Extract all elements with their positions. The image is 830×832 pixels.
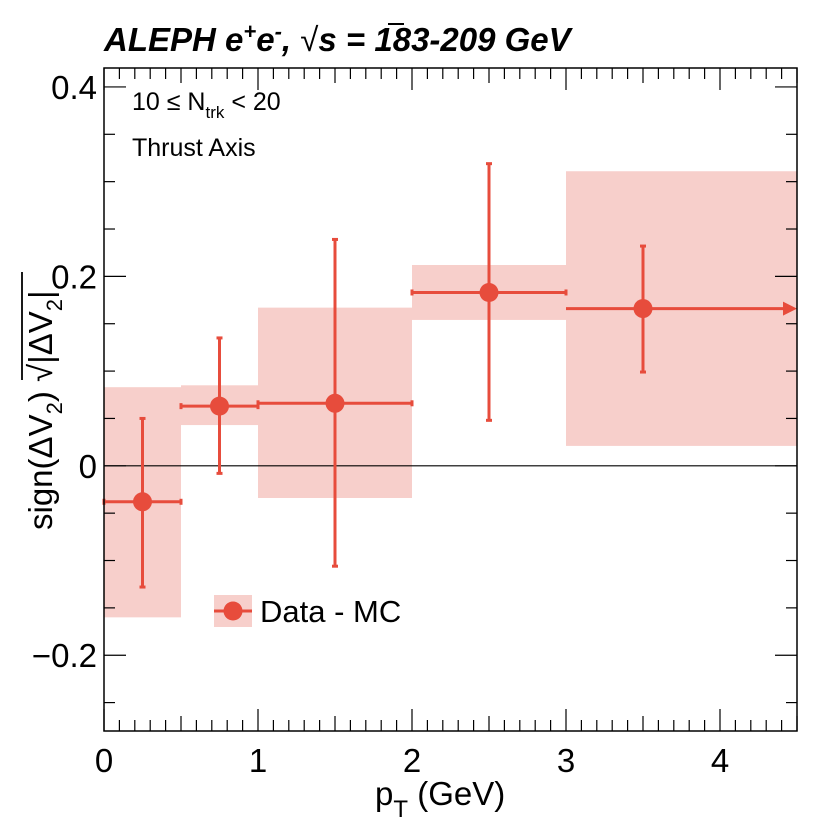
- ylabel-sign: sign(ΔV: [22, 414, 59, 530]
- title-sqrt: √: [300, 21, 319, 58]
- x-tick-label: 3: [557, 742, 575, 779]
- plot-frame: [103, 67, 798, 732]
- y-tick-label: 0.4: [51, 69, 97, 106]
- title-energy: = 183-209 GeV: [346, 21, 574, 58]
- ylabel-sub: 2: [42, 402, 67, 414]
- x-tick-label: 4: [711, 742, 729, 779]
- x-tick-label: 0: [95, 742, 113, 779]
- x-error-arrow-4: [783, 301, 797, 316]
- data-point-3: [479, 282, 499, 302]
- y-tick-label: 0: [79, 448, 97, 485]
- title-experiment: ALEPH: [103, 21, 217, 58]
- ylabel-abs: |ΔV: [22, 311, 59, 364]
- axis-ticks: [103, 68, 798, 731]
- xlabel-unit: (GeV): [417, 775, 505, 812]
- x-tick-label: 2: [403, 742, 421, 779]
- data-point-0: [133, 492, 152, 512]
- xlabel-sub: T: [393, 796, 408, 823]
- x-tick-label: 1: [249, 742, 267, 779]
- ntrk-sub: trk: [205, 103, 224, 122]
- x-axis-label: pT (GeV): [375, 775, 505, 823]
- y-tick-label: −0.2: [32, 637, 97, 674]
- ylabel-sqrt: √: [22, 363, 59, 382]
- y-axis-label: sign(ΔV2) √|ΔV2|: [21, 272, 67, 530]
- data-point-4: [633, 299, 653, 319]
- title-beam2: e: [256, 21, 274, 58]
- data-point-1: [210, 396, 229, 416]
- data-point-2: [325, 393, 345, 413]
- title-beam: e: [225, 21, 243, 58]
- ylabel-abs-close: |: [22, 290, 59, 299]
- ntrk-prefix: 10 ≤ N: [132, 88, 205, 116]
- tick-labels: 0 1 2 3 4 −0.2 0 0.2 0.4: [32, 69, 729, 779]
- title-plus: +: [243, 19, 256, 44]
- legend-label: Data - MC: [260, 594, 401, 629]
- chart-title: ALEPH e+e-, √s = 183-209 GeV: [103, 19, 574, 58]
- title-minus: -: [275, 19, 282, 44]
- axis-annotation: Thrust Axis: [132, 134, 256, 162]
- y-tick-label: 0.2: [51, 258, 97, 295]
- svg-text:sign(ΔV2) √|ΔV2|: sign(ΔV2) √|ΔV2|: [22, 290, 67, 530]
- ntrk-annotation: 10 ≤ Ntrk < 20: [132, 88, 281, 122]
- ntrk-suffix: < 20: [231, 88, 280, 116]
- xlabel-main: p: [375, 775, 393, 812]
- legend-marker: [223, 601, 243, 621]
- data-markers: [133, 282, 653, 512]
- ylabel-abs-sub: 2: [42, 299, 67, 311]
- systematic-bands: [104, 171, 797, 618]
- title-s: s: [318, 21, 336, 58]
- ylabel-close: ): [22, 391, 59, 402]
- legend: Data - MC: [214, 594, 401, 629]
